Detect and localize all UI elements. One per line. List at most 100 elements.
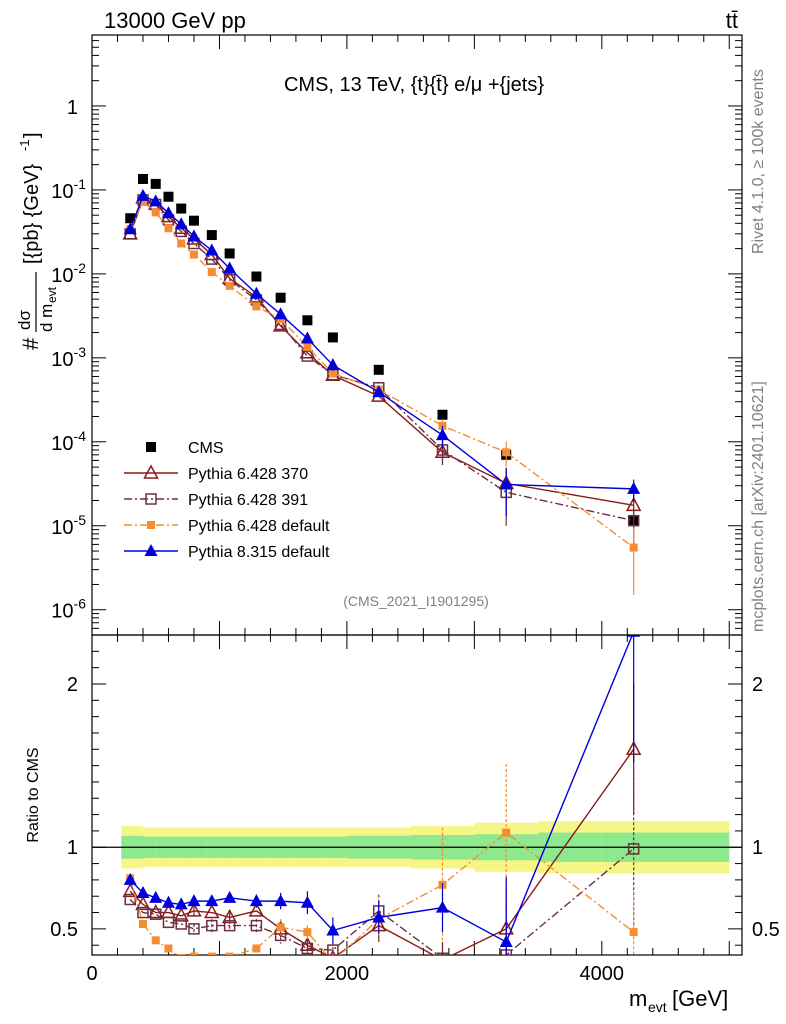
main-data-point xyxy=(137,173,148,184)
ratio-series-line xyxy=(129,848,635,955)
ratio-data-point xyxy=(135,895,151,911)
main-data-point xyxy=(437,409,448,420)
ratio-data-point xyxy=(276,923,285,932)
main-y-tick-label: 10-4 xyxy=(51,428,86,455)
x-tick-label: 0 xyxy=(86,963,97,985)
main-data-point xyxy=(223,261,237,274)
ratio-data-point xyxy=(250,919,263,932)
svg-text:#: # xyxy=(18,337,43,350)
ratio-data-point xyxy=(435,900,449,913)
main-data-point xyxy=(151,208,160,217)
ratio-y-tick-label: 2 xyxy=(67,674,78,696)
main-data-point xyxy=(174,217,188,230)
main-data-point xyxy=(629,543,638,552)
legend-label: Pythia 8.315 default xyxy=(188,544,330,561)
ratio-data-point xyxy=(161,895,175,908)
main-data-point xyxy=(176,203,187,214)
main-data-point xyxy=(435,428,449,441)
main-data-point xyxy=(187,229,201,242)
main-data-point xyxy=(224,248,235,259)
header-process-label: tt̄ xyxy=(726,8,738,33)
ratio-data-point xyxy=(138,919,147,928)
main-y-tick-label: 10-3 xyxy=(51,344,86,371)
legend-label: CMS xyxy=(188,440,224,457)
ratio-data-point xyxy=(149,890,163,903)
main-data-point xyxy=(138,197,147,206)
legend-marker xyxy=(143,464,159,479)
ratio-data-point xyxy=(162,916,175,929)
ratio-series-line xyxy=(129,635,634,943)
svg-text:m: m xyxy=(629,986,647,1011)
ratio-data-point xyxy=(629,928,638,937)
chart-title: CMS, 13 TeV, {t}{t̄} e/μ +{jets} xyxy=(284,74,544,96)
main-y-axis-label: # dσ d m evt [{pb} {GeV} -1 ] xyxy=(15,132,59,350)
ratio-data-point xyxy=(300,895,314,908)
ratio-data-point xyxy=(137,906,149,919)
main-y-tick-label: 10-5 xyxy=(51,512,86,539)
main-series-line xyxy=(129,200,635,549)
ratio-y-axis-label: Ratio to CMS xyxy=(25,747,42,842)
svg-text:evt: evt xyxy=(45,286,59,303)
ratio-data-point xyxy=(248,902,265,917)
main-data-point xyxy=(372,385,386,398)
ratio-data-point xyxy=(627,635,641,637)
legend-marker xyxy=(144,544,158,556)
ratio-data-point xyxy=(223,890,237,903)
ratio-data-point xyxy=(303,928,312,937)
rivet-version-label: Rivet 4.1.0, ≥ 100k events xyxy=(750,69,767,254)
main-y-tick-label: 10-2 xyxy=(51,260,86,287)
ratio-data-point xyxy=(327,944,339,955)
legend-label: Pythia 6.428 370 xyxy=(188,466,308,483)
main-data-point xyxy=(251,271,262,282)
main-data-point xyxy=(123,222,137,235)
ratio-series-line xyxy=(129,831,635,955)
main-data-point xyxy=(163,191,174,202)
main-series-line xyxy=(129,194,634,490)
main-series-line xyxy=(129,197,634,507)
svg-text:]: ] xyxy=(21,132,43,138)
main-y-tick-label: 1 xyxy=(67,97,78,119)
ratio-data-point xyxy=(173,907,189,922)
header-energy-label: 13000 GeV pp xyxy=(104,8,246,33)
analysis-id-label: (CMS_2021_I1901295) xyxy=(343,593,489,609)
svg-text:[{pb} {GeV}: [{pb} {GeV} xyxy=(21,164,43,264)
ratio-data-point xyxy=(186,902,202,917)
legend-marker xyxy=(147,521,155,529)
ratio-y-tick-label: 0.5 xyxy=(50,919,78,941)
ratio-data-point xyxy=(164,944,173,953)
main-data-point xyxy=(164,224,173,233)
ratio-y-tick-label-right: 0.5 xyxy=(752,919,780,941)
svg-text:[GeV]: [GeV] xyxy=(672,986,728,1011)
ratio-data-point xyxy=(499,934,513,947)
ratio-data-point xyxy=(175,918,187,930)
ratio-data-point xyxy=(206,919,218,932)
ratio-data-point xyxy=(187,894,201,907)
legend-marker xyxy=(145,493,157,505)
ratio-data-point xyxy=(136,885,150,898)
ratio-data-point xyxy=(252,944,261,953)
main-data-point xyxy=(205,243,219,256)
ratio-series-group xyxy=(122,635,642,955)
main-data-point xyxy=(300,331,314,344)
svg-text:-1: -1 xyxy=(17,139,32,151)
main-data-point xyxy=(272,317,289,332)
ratio-data-point xyxy=(189,952,198,955)
legend-label: Pythia 6.428 391 xyxy=(188,492,308,509)
ratio-plot-frame xyxy=(91,634,743,956)
x-tick-label: 4000 xyxy=(580,963,625,985)
main-data-point xyxy=(274,307,288,320)
main-data-point xyxy=(225,281,234,290)
main-data-point xyxy=(189,250,198,259)
main-series-line xyxy=(129,199,634,522)
svg-text:dσ: dσ xyxy=(15,310,34,330)
main-data-point xyxy=(302,315,313,326)
ratio-data-point xyxy=(301,942,314,955)
main-y-tick-label: 10-1 xyxy=(51,176,86,203)
main-data-point xyxy=(275,292,286,303)
ratio-series-line xyxy=(129,748,635,955)
main-data-point xyxy=(499,477,513,490)
ratio-data-point xyxy=(225,952,234,955)
x-tick-label: 2000 xyxy=(325,963,370,985)
ratio-data-point xyxy=(372,910,386,923)
